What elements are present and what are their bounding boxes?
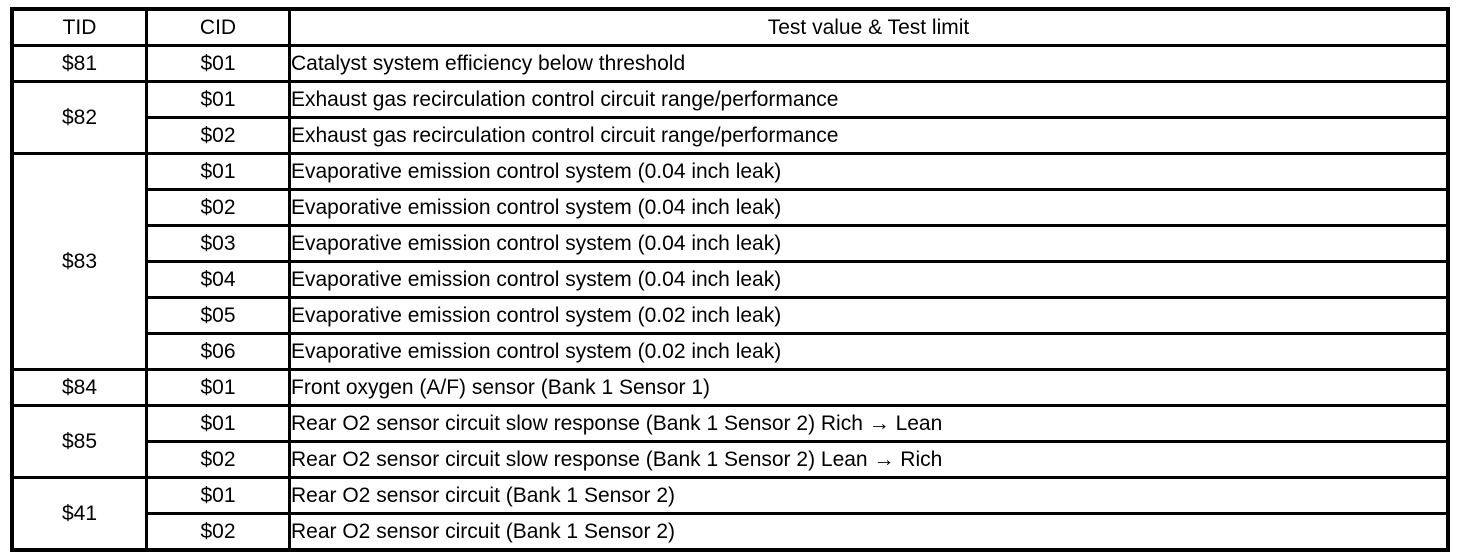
test-value-limit-cell: Exhaust gas recirculation control circui… bbox=[288, 116, 1450, 155]
test-value-limit-cell: Evaporative emission control system (0.0… bbox=[288, 152, 1450, 191]
table-body: $81 $01 Catalyst system efficiency below t… bbox=[10, 44, 1450, 552]
test-value-limit-cell: Catalyst system efficiency below thresho… bbox=[288, 44, 1450, 83]
tid-cell: $84 bbox=[10, 368, 148, 407]
table-row: $03 Evaporative emission control system (… bbox=[12, 224, 1450, 263]
cid-cell: $03 bbox=[145, 224, 291, 263]
tid-cell: $82 bbox=[10, 80, 148, 155]
table-header-row: TID CID Test value & Test limit bbox=[10, 7, 1450, 47]
table-row: $41 $01 Rear O2 sensor circuit (Bank 1 Sen… bbox=[10, 476, 1450, 552]
test-value-limit-cell: Evaporative emission control system (0.0… bbox=[288, 296, 1450, 335]
cid-cell: $02 bbox=[145, 116, 291, 155]
test-value-limit-cell: Rear O2 sensor circuit (Bank 1 Sensor 2) bbox=[288, 512, 1450, 552]
cid-cell: $01 bbox=[145, 404, 291, 443]
tid-cell: $85 bbox=[10, 404, 148, 479]
table-row: $04 Evaporative emission control system (… bbox=[12, 260, 1450, 299]
table-row: $82 $01 Exhaust gas recirculation control … bbox=[10, 80, 1450, 155]
cid-cell: $01 bbox=[145, 152, 291, 191]
test-value-limit-cell: Rear O2 sensor circuit (Bank 1 Sensor 2) bbox=[288, 476, 1450, 515]
test-value-limit-cell: Evaporative emission control system (0.0… bbox=[288, 188, 1450, 227]
table-row: $81 $01 Catalyst system efficiency below t… bbox=[10, 44, 1450, 83]
table-header: TID CID Test value & Test limit bbox=[10, 7, 1450, 47]
test-value-limit-cell: Front oxygen (A/F) sensor (Bank 1 Sensor… bbox=[288, 368, 1450, 407]
tid-cell: $81 bbox=[10, 44, 148, 83]
test-value-limit-cell: Evaporative emission control system (0.0… bbox=[288, 332, 1450, 371]
table-row: $02 Evaporative emission control system (… bbox=[12, 188, 1450, 227]
table-row: $85 $01 Rear O2 sensor circuit slow respon… bbox=[10, 404, 1450, 479]
col-header-cid: CID bbox=[145, 7, 291, 47]
table-row: $83 $01 Evaporative emission control syste… bbox=[10, 152, 1450, 371]
test-value-limit-cell: Rear O2 sensor circuit slow response (Ba… bbox=[288, 404, 1450, 443]
cid-cell: $05 bbox=[145, 296, 291, 335]
test-value-limit-cell: Evaporative emission control system (0.0… bbox=[288, 224, 1450, 263]
cid-cell: $04 bbox=[145, 260, 291, 299]
cid-cell: $01 bbox=[145, 368, 291, 407]
cid-cell: $02 bbox=[145, 188, 291, 227]
cid-cell: $01 bbox=[145, 44, 291, 83]
cid-cell: $06 bbox=[145, 332, 291, 371]
cid-cell: $01 bbox=[145, 476, 291, 515]
tid-cid-table: TID CID Test value & Test limit $81 $01 Ca… bbox=[10, 7, 1450, 552]
cid-cell: $02 bbox=[145, 512, 291, 552]
tid-cell: $83 bbox=[10, 152, 148, 371]
cid-cell: $01 bbox=[145, 80, 291, 119]
cid-cell: $02 bbox=[145, 440, 291, 479]
table-row: $02 Rear O2 sensor circuit slow response … bbox=[12, 440, 1450, 479]
test-value-limit-cell: Rear O2 sensor circuit slow response (Ba… bbox=[288, 440, 1450, 479]
test-value-limit-cell: Evaporative emission control system (0.0… bbox=[288, 260, 1450, 299]
col-header-test-value-limit: Test value & Test limit bbox=[288, 7, 1450, 47]
table-row: $84 $01 Front oxygen (A/F) sensor (Bank 1 … bbox=[10, 368, 1450, 407]
table-row: $06 Evaporative emission control system (… bbox=[12, 332, 1450, 371]
table-row: $05 Evaporative emission control system (… bbox=[12, 296, 1450, 335]
col-header-tid: TID bbox=[10, 7, 148, 47]
table-row: $02 Exhaust gas recirculation control cir… bbox=[12, 116, 1450, 155]
table-row: $02 Rear O2 sensor circuit (Bank 1 Sensor… bbox=[12, 512, 1450, 552]
tid-cell: $41 bbox=[10, 476, 148, 552]
test-value-limit-cell: Exhaust gas recirculation control circui… bbox=[288, 80, 1450, 119]
